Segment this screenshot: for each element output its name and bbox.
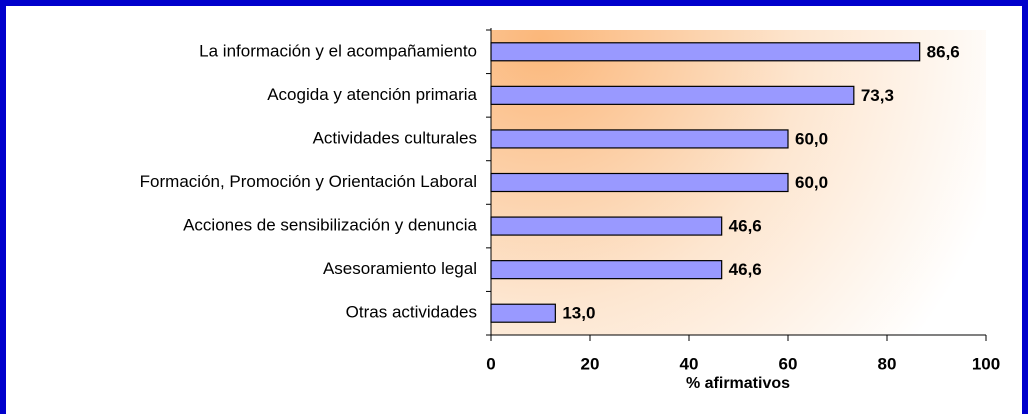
bar: [490, 42, 921, 62]
bar: [490, 303, 556, 323]
y-tick-label: Otras actividades: [346, 303, 477, 322]
bar: [490, 85, 855, 105]
bar: [490, 172, 789, 193]
x-tick-label: 100: [972, 354, 1000, 373]
data-label: 86,6: [927, 42, 960, 61]
y-tick-label: La información y el acompañamiento: [199, 41, 477, 60]
x-tick-label: 20: [581, 354, 600, 373]
y-tick-label: Formación, Promoción y Orientación Labor…: [140, 172, 477, 191]
data-label: 46,6: [729, 217, 762, 236]
x-tick-label: 40: [680, 354, 699, 373]
data-label: 60,0: [795, 129, 828, 148]
data-label: 13,0: [562, 304, 595, 323]
y-tick-label: Asesoramiento legal: [323, 259, 477, 278]
y-tick-label: Actividades culturales: [313, 128, 477, 147]
bar: [490, 216, 723, 236]
y-tick-label: Acogida y atención primaria: [267, 85, 477, 104]
bar: [490, 129, 789, 149]
frame-top: [0, 0, 1028, 6]
data-label: 73,3: [861, 86, 894, 105]
data-label: 46,6: [729, 260, 762, 279]
x-tick-label: 0: [486, 354, 495, 373]
y-tick-label: Acciones de sensibilización y denuncia: [183, 216, 477, 235]
data-label: 60,0: [795, 173, 828, 192]
bar: [490, 260, 723, 280]
frame-left: [0, 0, 6, 414]
x-tick-label: 60: [779, 354, 798, 373]
x-axis-label: % afirmativos: [686, 375, 790, 392]
x-tick-label: 80: [878, 354, 897, 373]
frame-right: [1022, 0, 1028, 414]
